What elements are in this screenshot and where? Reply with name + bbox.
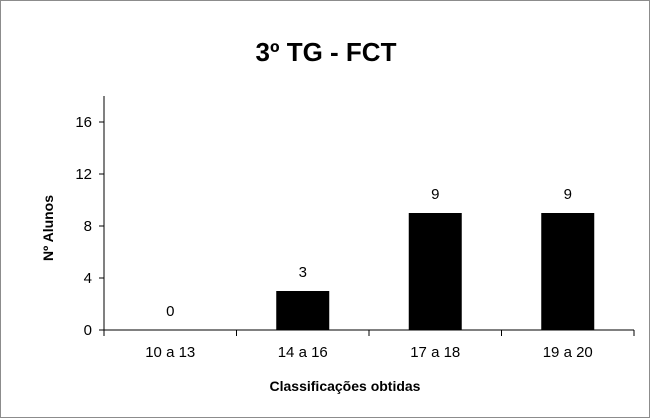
bars <box>276 213 595 330</box>
bar <box>408 213 462 330</box>
y-tick-label: 12 <box>75 166 92 183</box>
bar <box>541 213 595 330</box>
x-axis-ticks: 10 a 13 14 a 16 17 a 18 19 a 20 <box>103 330 635 361</box>
x-tick-label: 10 a 13 <box>145 344 195 361</box>
chart-title: 3º TG - FCT <box>256 37 397 67</box>
data-labels: 0 3 9 9 <box>166 186 572 320</box>
bar <box>276 291 330 330</box>
y-axis-title: Nº Alunos <box>40 195 56 261</box>
y-tick-label: 4 <box>84 270 92 287</box>
bar-data-label: 9 <box>431 186 439 203</box>
x-axis-title: Classificações obtidas <box>270 378 421 394</box>
y-tick-label: 8 <box>84 218 92 235</box>
x-tick-label: 14 a 16 <box>278 344 328 361</box>
y-tick-label: 0 <box>84 322 92 339</box>
bar-data-label: 3 <box>299 264 307 281</box>
y-axis-ticks: 0 4 8 12 16 <box>75 114 104 339</box>
y-tick-label: 16 <box>75 114 92 131</box>
x-tick-label: 19 a 20 <box>543 344 593 361</box>
bar-data-label: 0 <box>166 303 174 320</box>
bar-data-label: 9 <box>564 186 572 203</box>
x-tick-label: 17 a 18 <box>410 344 460 361</box>
